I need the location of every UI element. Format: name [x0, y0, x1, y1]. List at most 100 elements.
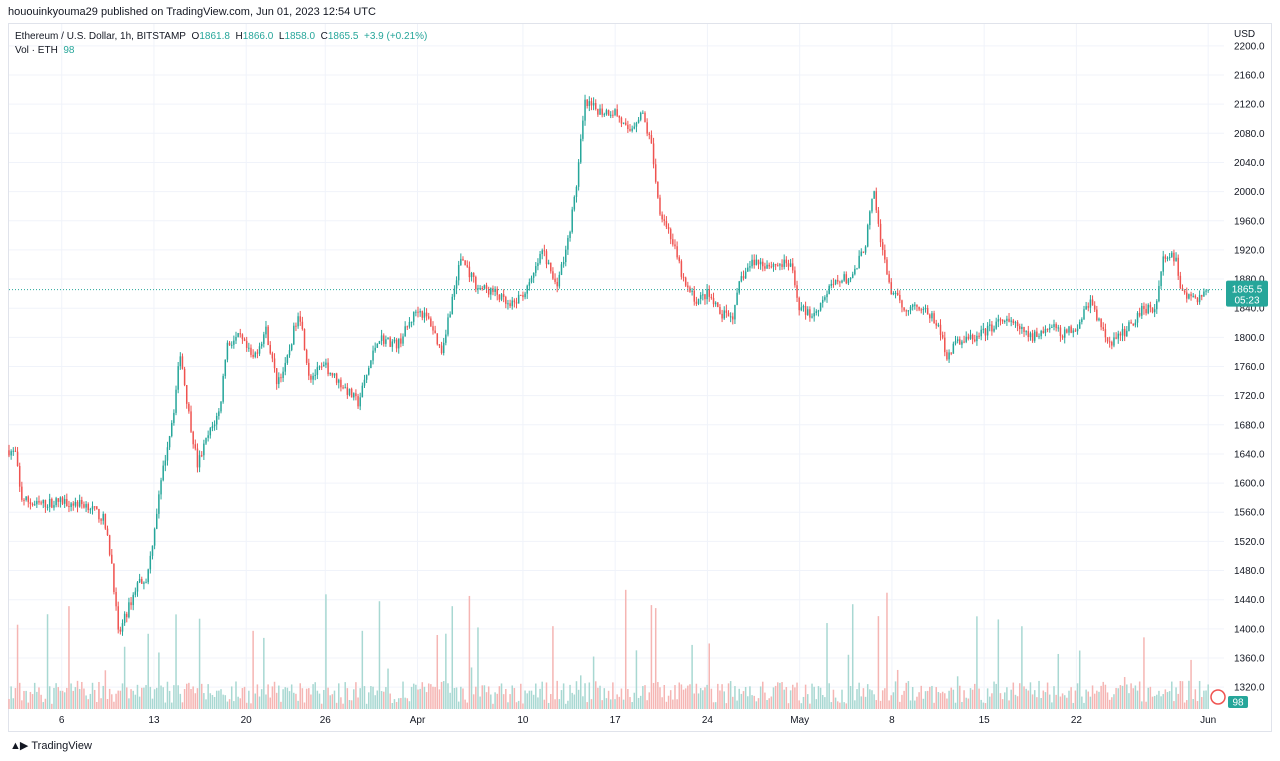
candle-body [1063, 329, 1066, 338]
candle-body [699, 295, 702, 300]
volume-bar [1096, 690, 1098, 709]
candle-body [841, 280, 843, 283]
volume-bar [303, 702, 306, 709]
candle-body [1008, 318, 1010, 322]
candle-body [387, 337, 389, 340]
volume-bar [391, 703, 394, 709]
candle-body [866, 225, 869, 247]
candle-body [616, 109, 618, 116]
candle-body [335, 373, 338, 383]
candle-body [929, 314, 931, 319]
volume-bar [511, 685, 513, 709]
volume-bar [856, 689, 858, 709]
time-tick-label: Jun [1200, 715, 1216, 726]
volume-bar [920, 685, 922, 709]
volume-bar [762, 681, 764, 709]
candle-body [245, 340, 248, 348]
volume-bar [723, 691, 725, 709]
volume-bar [365, 703, 368, 709]
candle-body [100, 519, 102, 521]
candle-body [881, 242, 884, 250]
volume-label[interactable]: Vol · ETH [15, 45, 58, 56]
price-tick-label: 1400.0 [1234, 624, 1265, 635]
candle-body [389, 337, 391, 347]
volume-bar [888, 700, 890, 709]
candle-body [106, 528, 109, 536]
high-label: H [235, 31, 243, 42]
candle-body [944, 337, 946, 353]
volume-bar [1143, 637, 1145, 709]
volume-bar [785, 687, 788, 709]
volume-bar [149, 686, 152, 709]
volume-bar [455, 687, 458, 709]
candle-body [819, 302, 822, 311]
candle-body [736, 292, 738, 305]
candle-body [14, 450, 17, 452]
volume-bar [616, 694, 618, 709]
volume-bar [457, 701, 460, 709]
price-tick-label: 1480.0 [1234, 566, 1265, 577]
volume-bar [1158, 690, 1160, 709]
candle-body [312, 375, 314, 380]
volume-bar [421, 682, 424, 709]
volume-bar [468, 595, 471, 709]
volume-bar [991, 693, 993, 709]
candle-body [1147, 304, 1149, 314]
volume-bar [603, 688, 606, 709]
candle-body [1100, 318, 1102, 328]
candle-body [517, 294, 520, 304]
candle-body [682, 276, 685, 278]
candle-body [237, 333, 239, 337]
volume-bar [997, 619, 1000, 709]
volume-bar [1018, 683, 1021, 709]
price-axis: 2200.0 2160.0 2120.0 2080.0 2040.0 2000.0 1960… [1234, 29, 1265, 694]
volume-bar [1012, 682, 1015, 709]
volume-bar [295, 693, 297, 709]
volume-bar [580, 675, 582, 709]
volume-bar [648, 692, 651, 709]
symbol-title[interactable]: Ethereum / U.S. Dollar, 1h, BITSTAMP [15, 31, 186, 42]
volume-bar [594, 681, 597, 709]
time-tick-label: 24 [702, 715, 714, 726]
candle-body [406, 326, 409, 328]
candle-body [588, 101, 591, 107]
volume-bar [46, 614, 49, 709]
volume-bar [974, 683, 976, 709]
last-price-tag[interactable] [1226, 280, 1268, 307]
volume-bar [926, 690, 929, 709]
candle-body [1130, 322, 1132, 324]
volume-bar [918, 692, 920, 709]
low-value: 1858.0 [284, 31, 316, 42]
volume-bar [301, 688, 304, 709]
volume-bar [402, 681, 404, 709]
volume-bar [646, 700, 648, 709]
candle-body [744, 271, 747, 279]
volume-bar [1134, 685, 1137, 709]
volume-bar [425, 692, 428, 709]
candle-body [156, 513, 158, 529]
volume-bar [1205, 690, 1207, 709]
candle-body [213, 424, 216, 427]
candle-body [680, 261, 683, 277]
volume-bar [567, 700, 569, 709]
volume-bar [779, 682, 781, 709]
volume-bar [269, 697, 272, 709]
currency-label[interactable]: USD [1234, 29, 1255, 40]
candle-body [320, 366, 323, 368]
volume-bar [764, 692, 766, 709]
candle-body [449, 314, 451, 318]
time-tick-label: 26 [320, 715, 332, 726]
chart-frame[interactable] [8, 23, 1272, 732]
footer-brand[interactable]: ▲▶ TradingView [10, 739, 92, 753]
event-marker-icon[interactable] [1210, 689, 1226, 705]
volume-bar [792, 684, 794, 709]
candle-body [46, 506, 49, 508]
candle-body [111, 554, 113, 564]
volume-bar [12, 698, 15, 709]
candle-body [115, 591, 117, 607]
candle-body [1040, 331, 1042, 337]
volume-bar [338, 683, 340, 709]
candle-body [702, 294, 704, 296]
candle-body [545, 251, 548, 265]
